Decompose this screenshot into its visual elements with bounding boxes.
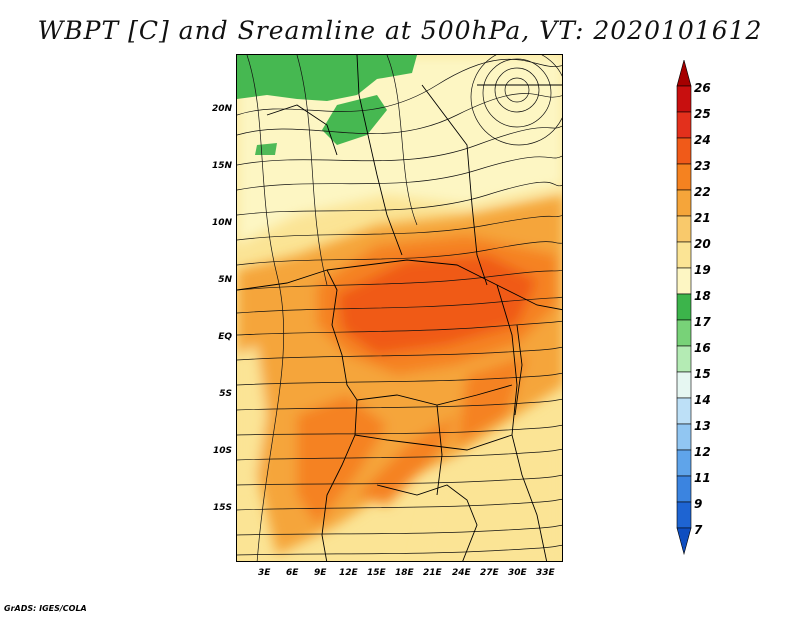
colorbar-label-21: 21 <box>694 211 711 225</box>
cool-region-north <box>237 55 562 245</box>
colorbar-label-7: 7 <box>694 523 703 537</box>
lon-label-24e: 24E <box>452 568 471 578</box>
grads-credit: GrADS: IGES/COLA <box>4 604 87 613</box>
lat-label-5s: 5S <box>219 389 232 399</box>
mild-band-south-east <box>417 435 562 561</box>
colorbar-segment <box>676 475 692 503</box>
lat-label-10s: 10S <box>212 446 232 456</box>
colorbar-segment <box>676 85 692 113</box>
colorbar-label-16: 16 <box>694 341 711 355</box>
colorbar-segment <box>676 293 692 321</box>
colorbar-segment <box>676 501 692 529</box>
colorbar-label-23: 23 <box>694 159 711 173</box>
colorbar-segment <box>676 163 692 191</box>
lon-label-33e: 33E <box>536 568 555 578</box>
lon-label-18e: 18E <box>395 568 414 578</box>
colorbar-segment <box>676 267 692 295</box>
lat-label-eq: EQ <box>218 332 232 342</box>
colorbar-segment <box>676 111 692 139</box>
colorbar-label-20: 20 <box>694 237 711 251</box>
colorbar-label-18: 18 <box>694 289 711 303</box>
colorbar-label-11: 11 <box>694 471 711 485</box>
lon-label-12e: 12E <box>339 568 358 578</box>
lat-label-10n: 10N <box>211 218 232 228</box>
lat-label-15s: 15S <box>212 503 232 513</box>
colorbar-segment <box>676 319 692 347</box>
colorbar-label-26: 26 <box>694 81 711 95</box>
lon-label-30e: 30E <box>508 568 527 578</box>
colorbar-label-15: 15 <box>694 367 711 381</box>
streamlines <box>237 55 562 561</box>
mild-band-west <box>237 345 267 485</box>
colorbar-segment <box>676 345 692 373</box>
warm-streak-south <box>357 415 457 505</box>
colorbar-label-12: 12 <box>694 445 711 459</box>
lat-label-5n: 5N <box>218 275 232 285</box>
colorbar-label-17: 17 <box>694 315 711 329</box>
colorbar-label-24: 24 <box>694 133 711 147</box>
colorbar-segment <box>676 527 692 556</box>
colorbar-label-9: 9 <box>694 497 703 511</box>
colorbar-segment <box>676 189 692 217</box>
lon-label-3e: 3E <box>258 568 271 578</box>
lat-label-20n: 20N <box>211 104 232 114</box>
colorbar-segment <box>676 449 692 477</box>
colorbar-label-19: 19 <box>694 263 711 277</box>
warm-streak-south-west <box>297 395 387 525</box>
colorbar <box>676 60 692 556</box>
colorbar-segment <box>676 371 692 399</box>
lon-label-27e: 27E <box>480 568 499 578</box>
lon-label-21e: 21E <box>423 568 442 578</box>
coastlines-borders <box>237 55 562 561</box>
lon-label-6e: 6E <box>286 568 299 578</box>
lon-label-15e: 15E <box>367 568 386 578</box>
colorbar-label-13: 13 <box>694 419 711 433</box>
green-patches <box>237 55 417 155</box>
map-title: WBPT [C] and Sreamline at 500hPa, VT: 20… <box>37 16 763 45</box>
lat-label-15n: 15N <box>211 161 232 171</box>
colorbar-segment <box>676 215 692 243</box>
colorbar-segment <box>676 397 692 425</box>
colorbar-segment <box>676 60 692 87</box>
map-panel <box>236 54 563 562</box>
lon-label-9e: 9E <box>314 568 327 578</box>
colorbar-segment <box>676 137 692 165</box>
colorbar-segment <box>676 241 692 269</box>
colorbar-label-25: 25 <box>694 107 711 121</box>
colorbar-segment <box>676 423 692 451</box>
colorbar-label-22: 22 <box>694 185 711 199</box>
colorbar-label-14: 14 <box>694 393 711 407</box>
map-field <box>237 55 562 561</box>
